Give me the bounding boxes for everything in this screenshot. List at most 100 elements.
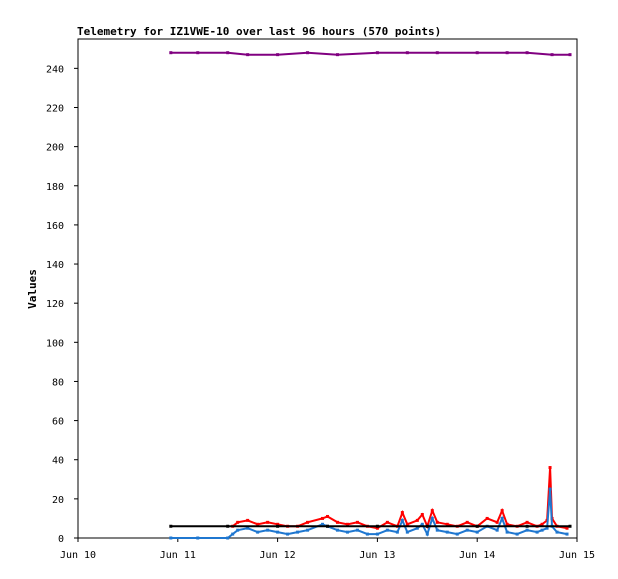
plot-frame bbox=[77, 38, 578, 539]
data-point bbox=[196, 536, 200, 540]
data-point bbox=[425, 532, 429, 536]
data-point bbox=[400, 511, 404, 515]
data-point bbox=[435, 51, 439, 55]
data-point bbox=[326, 514, 329, 518]
data-point bbox=[405, 522, 409, 526]
y-axis-label: Values bbox=[26, 269, 39, 309]
data-point bbox=[246, 53, 250, 57]
data-point bbox=[545, 526, 549, 530]
data-point bbox=[335, 528, 339, 532]
series-layer bbox=[169, 51, 572, 540]
data-point bbox=[420, 513, 424, 517]
data-point bbox=[276, 53, 280, 57]
data-point bbox=[515, 532, 519, 536]
data-point bbox=[525, 528, 529, 532]
data-point bbox=[256, 522, 260, 526]
data-point bbox=[555, 530, 559, 534]
data-point bbox=[276, 530, 280, 534]
data-point bbox=[266, 528, 270, 532]
data-point bbox=[430, 509, 434, 513]
data-point bbox=[455, 532, 459, 536]
x-tick-label: Jun 15 bbox=[559, 550, 595, 561]
data-point bbox=[415, 518, 419, 522]
data-point bbox=[550, 53, 554, 57]
data-point bbox=[226, 51, 230, 55]
data-point bbox=[505, 522, 509, 526]
y-axis-ticks: 0 20 40 60 80 100 120 140 160 180 200 220 240 bbox=[46, 64, 78, 545]
data-point bbox=[345, 530, 349, 534]
data-point bbox=[405, 530, 409, 534]
data-point bbox=[321, 516, 325, 520]
y-tick-label: 0 bbox=[58, 534, 64, 545]
data-point bbox=[375, 532, 379, 536]
data-point bbox=[565, 526, 569, 530]
data-point bbox=[525, 520, 529, 524]
chart-title: Telemetry for IZ1VWE-10 over last 96 hou… bbox=[77, 25, 441, 38]
data-point bbox=[435, 520, 439, 524]
data-point bbox=[385, 520, 389, 524]
data-point bbox=[226, 536, 230, 540]
data-point bbox=[420, 522, 424, 526]
data-point bbox=[276, 524, 280, 528]
data-point bbox=[485, 516, 489, 520]
data-point bbox=[568, 524, 572, 528]
data-point bbox=[355, 528, 359, 532]
y-tick-label: 160 bbox=[46, 221, 64, 232]
y-tick-label: 220 bbox=[46, 103, 64, 114]
data-point bbox=[425, 524, 429, 528]
data-point bbox=[375, 524, 379, 528]
data-point bbox=[306, 528, 310, 532]
data-point bbox=[395, 530, 399, 534]
y-tick-label: 80 bbox=[52, 377, 64, 388]
data-point bbox=[495, 520, 499, 524]
y-tick-label: 100 bbox=[46, 338, 64, 349]
y-tick-label: 40 bbox=[52, 456, 64, 467]
data-point bbox=[445, 522, 449, 526]
data-point bbox=[169, 51, 173, 55]
data-point bbox=[505, 51, 509, 55]
data-point bbox=[335, 520, 339, 524]
data-point bbox=[505, 530, 509, 534]
data-point bbox=[475, 524, 479, 528]
data-point bbox=[321, 522, 325, 526]
y-tick-label: 180 bbox=[46, 182, 64, 193]
data-point bbox=[236, 528, 240, 532]
y-tick-label: 240 bbox=[46, 64, 64, 75]
x-axis-ticks: Jun 10 Jun 11 Jun 12 Jun 13 Jun 14 Jun 15 bbox=[60, 538, 595, 561]
data-point bbox=[296, 530, 300, 534]
data-point bbox=[475, 51, 479, 55]
data-point bbox=[276, 522, 280, 526]
series-line-0 bbox=[170, 51, 570, 56]
data-point bbox=[465, 528, 469, 532]
data-point bbox=[475, 530, 479, 534]
data-point bbox=[535, 530, 539, 534]
data-point bbox=[465, 520, 469, 524]
data-point bbox=[525, 51, 529, 55]
data-point bbox=[306, 51, 310, 55]
data-point bbox=[375, 526, 379, 530]
data-point bbox=[415, 526, 419, 530]
data-point bbox=[500, 509, 504, 513]
data-point bbox=[495, 528, 499, 532]
data-point bbox=[345, 522, 349, 526]
data-point bbox=[430, 516, 434, 520]
data-point bbox=[548, 487, 552, 491]
data-point bbox=[335, 53, 339, 57]
x-tick-label: Jun 11 bbox=[160, 550, 196, 561]
series-line-1 bbox=[232, 467, 568, 530]
data-point bbox=[286, 532, 290, 536]
x-tick-label: Jun 12 bbox=[260, 550, 296, 561]
data-point bbox=[231, 532, 235, 536]
x-tick-label: Jun 14 bbox=[459, 550, 495, 561]
data-point bbox=[568, 53, 572, 57]
data-point bbox=[405, 51, 409, 55]
data-point bbox=[246, 526, 250, 530]
data-point bbox=[169, 524, 173, 528]
y-tick-label: 120 bbox=[46, 299, 64, 310]
data-point bbox=[196, 51, 200, 55]
data-point bbox=[500, 516, 504, 520]
data-point bbox=[540, 528, 544, 532]
data-point bbox=[246, 518, 250, 522]
data-point bbox=[540, 522, 544, 526]
